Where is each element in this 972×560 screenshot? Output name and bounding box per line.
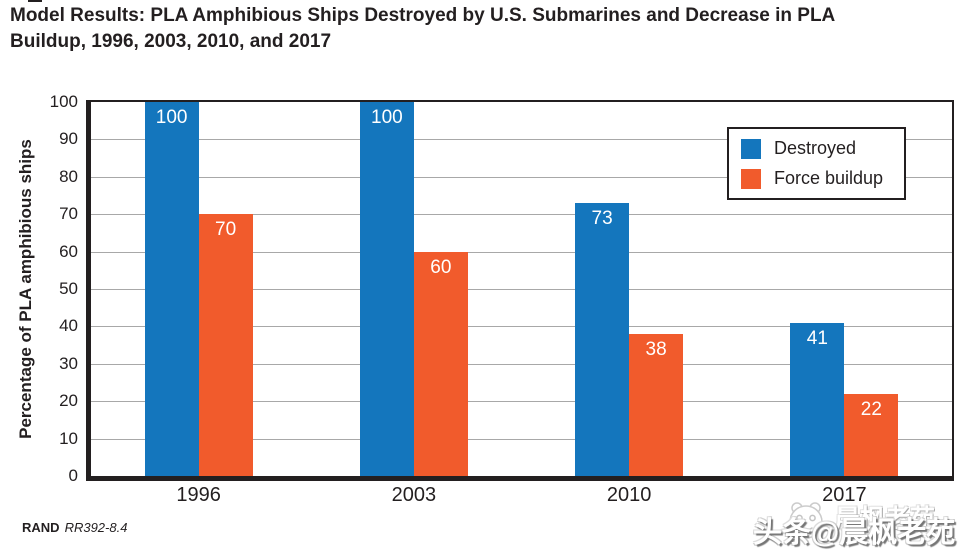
y-tick-label: 60 xyxy=(59,241,78,261)
bar-force-buildup-2003: 60 xyxy=(413,251,468,476)
gridline xyxy=(91,438,952,440)
gridline xyxy=(91,214,952,216)
source-publisher: RAND xyxy=(22,520,60,535)
bar-value-label: 70 xyxy=(215,219,237,241)
gridline xyxy=(91,326,952,328)
gridline xyxy=(91,139,952,141)
bar-destroyed-1996: 100 xyxy=(144,102,199,476)
x-tick-label-1996: 1996 xyxy=(176,484,221,506)
gridline xyxy=(91,289,952,290)
y-tick-label: 40 xyxy=(59,316,78,336)
watermark-main-text: 头条@晨枫老苑 xyxy=(753,517,956,549)
y-tick-label: 80 xyxy=(59,166,78,186)
y-tick-label: 30 xyxy=(59,353,78,373)
x-tick-label-2010: 2010 xyxy=(606,484,652,506)
bar-force-buildup-2010: 38 xyxy=(629,333,684,476)
y-tick-label: 20 xyxy=(59,391,78,411)
gridline xyxy=(91,251,952,253)
legend-item: Force buildup xyxy=(741,168,892,189)
y-tick-label: 70 xyxy=(59,204,78,224)
y-tick-label: 10 xyxy=(59,428,78,448)
source-note: RAND RR392-8.4 xyxy=(22,520,127,535)
y-tick-label: 0 xyxy=(68,466,78,485)
bar-value-label: 38 xyxy=(645,338,667,360)
legend-swatch-icon xyxy=(741,168,761,189)
chart-title-line-1: Model Results: PLA Amphibious Ships Dest… xyxy=(10,5,836,26)
bar-destroyed-2003: 100 xyxy=(359,102,414,476)
bar-value-label: 22 xyxy=(860,398,882,420)
legend-swatch-icon xyxy=(741,138,761,159)
chart-title-line-2: Buildup, 1996, 2003, 2010, and 2017 xyxy=(10,31,332,52)
bar-value-label: 41 xyxy=(806,327,828,349)
legend-label: Force buildup xyxy=(774,168,884,188)
plot-area: 100 70 100 60 73 38 41 22 xyxy=(86,100,954,481)
x-tick-label-2017: 2017 xyxy=(822,484,867,506)
gridline xyxy=(91,363,952,365)
bar-value-label: 60 xyxy=(430,256,452,278)
legend: Destroyed Force buildup xyxy=(727,127,906,200)
y-tick-label: 90 xyxy=(59,129,78,149)
bar-force-buildup-2017: 22 xyxy=(844,393,899,476)
gridline xyxy=(91,176,952,178)
bar-value-label: 73 xyxy=(591,207,613,229)
legend-item: Destroyed xyxy=(741,138,892,159)
bar-destroyed-2017: 41 xyxy=(790,322,845,476)
watermark: 晨枫老苑 头条@晨枫老苑 xyxy=(672,498,972,560)
bar-value-label: 100 xyxy=(155,107,188,128)
chart-title: Model Results: PLA Amphibious Ships Dest… xyxy=(10,3,960,55)
bar-value-label: 100 xyxy=(371,107,403,128)
y-tick-label: 50 xyxy=(59,279,78,298)
bar-destroyed-2010: 73 xyxy=(575,202,630,476)
gridline xyxy=(91,401,952,403)
source-document-ref: RR392-8.4 xyxy=(64,520,128,535)
bar-force-buildup-1996: 70 xyxy=(198,214,253,476)
cropped-text-fragment xyxy=(28,0,42,2)
x-tick-label-2003: 2003 xyxy=(391,484,437,506)
legend-label: Destroyed xyxy=(774,138,857,158)
y-tick-label: 100 xyxy=(49,92,78,111)
